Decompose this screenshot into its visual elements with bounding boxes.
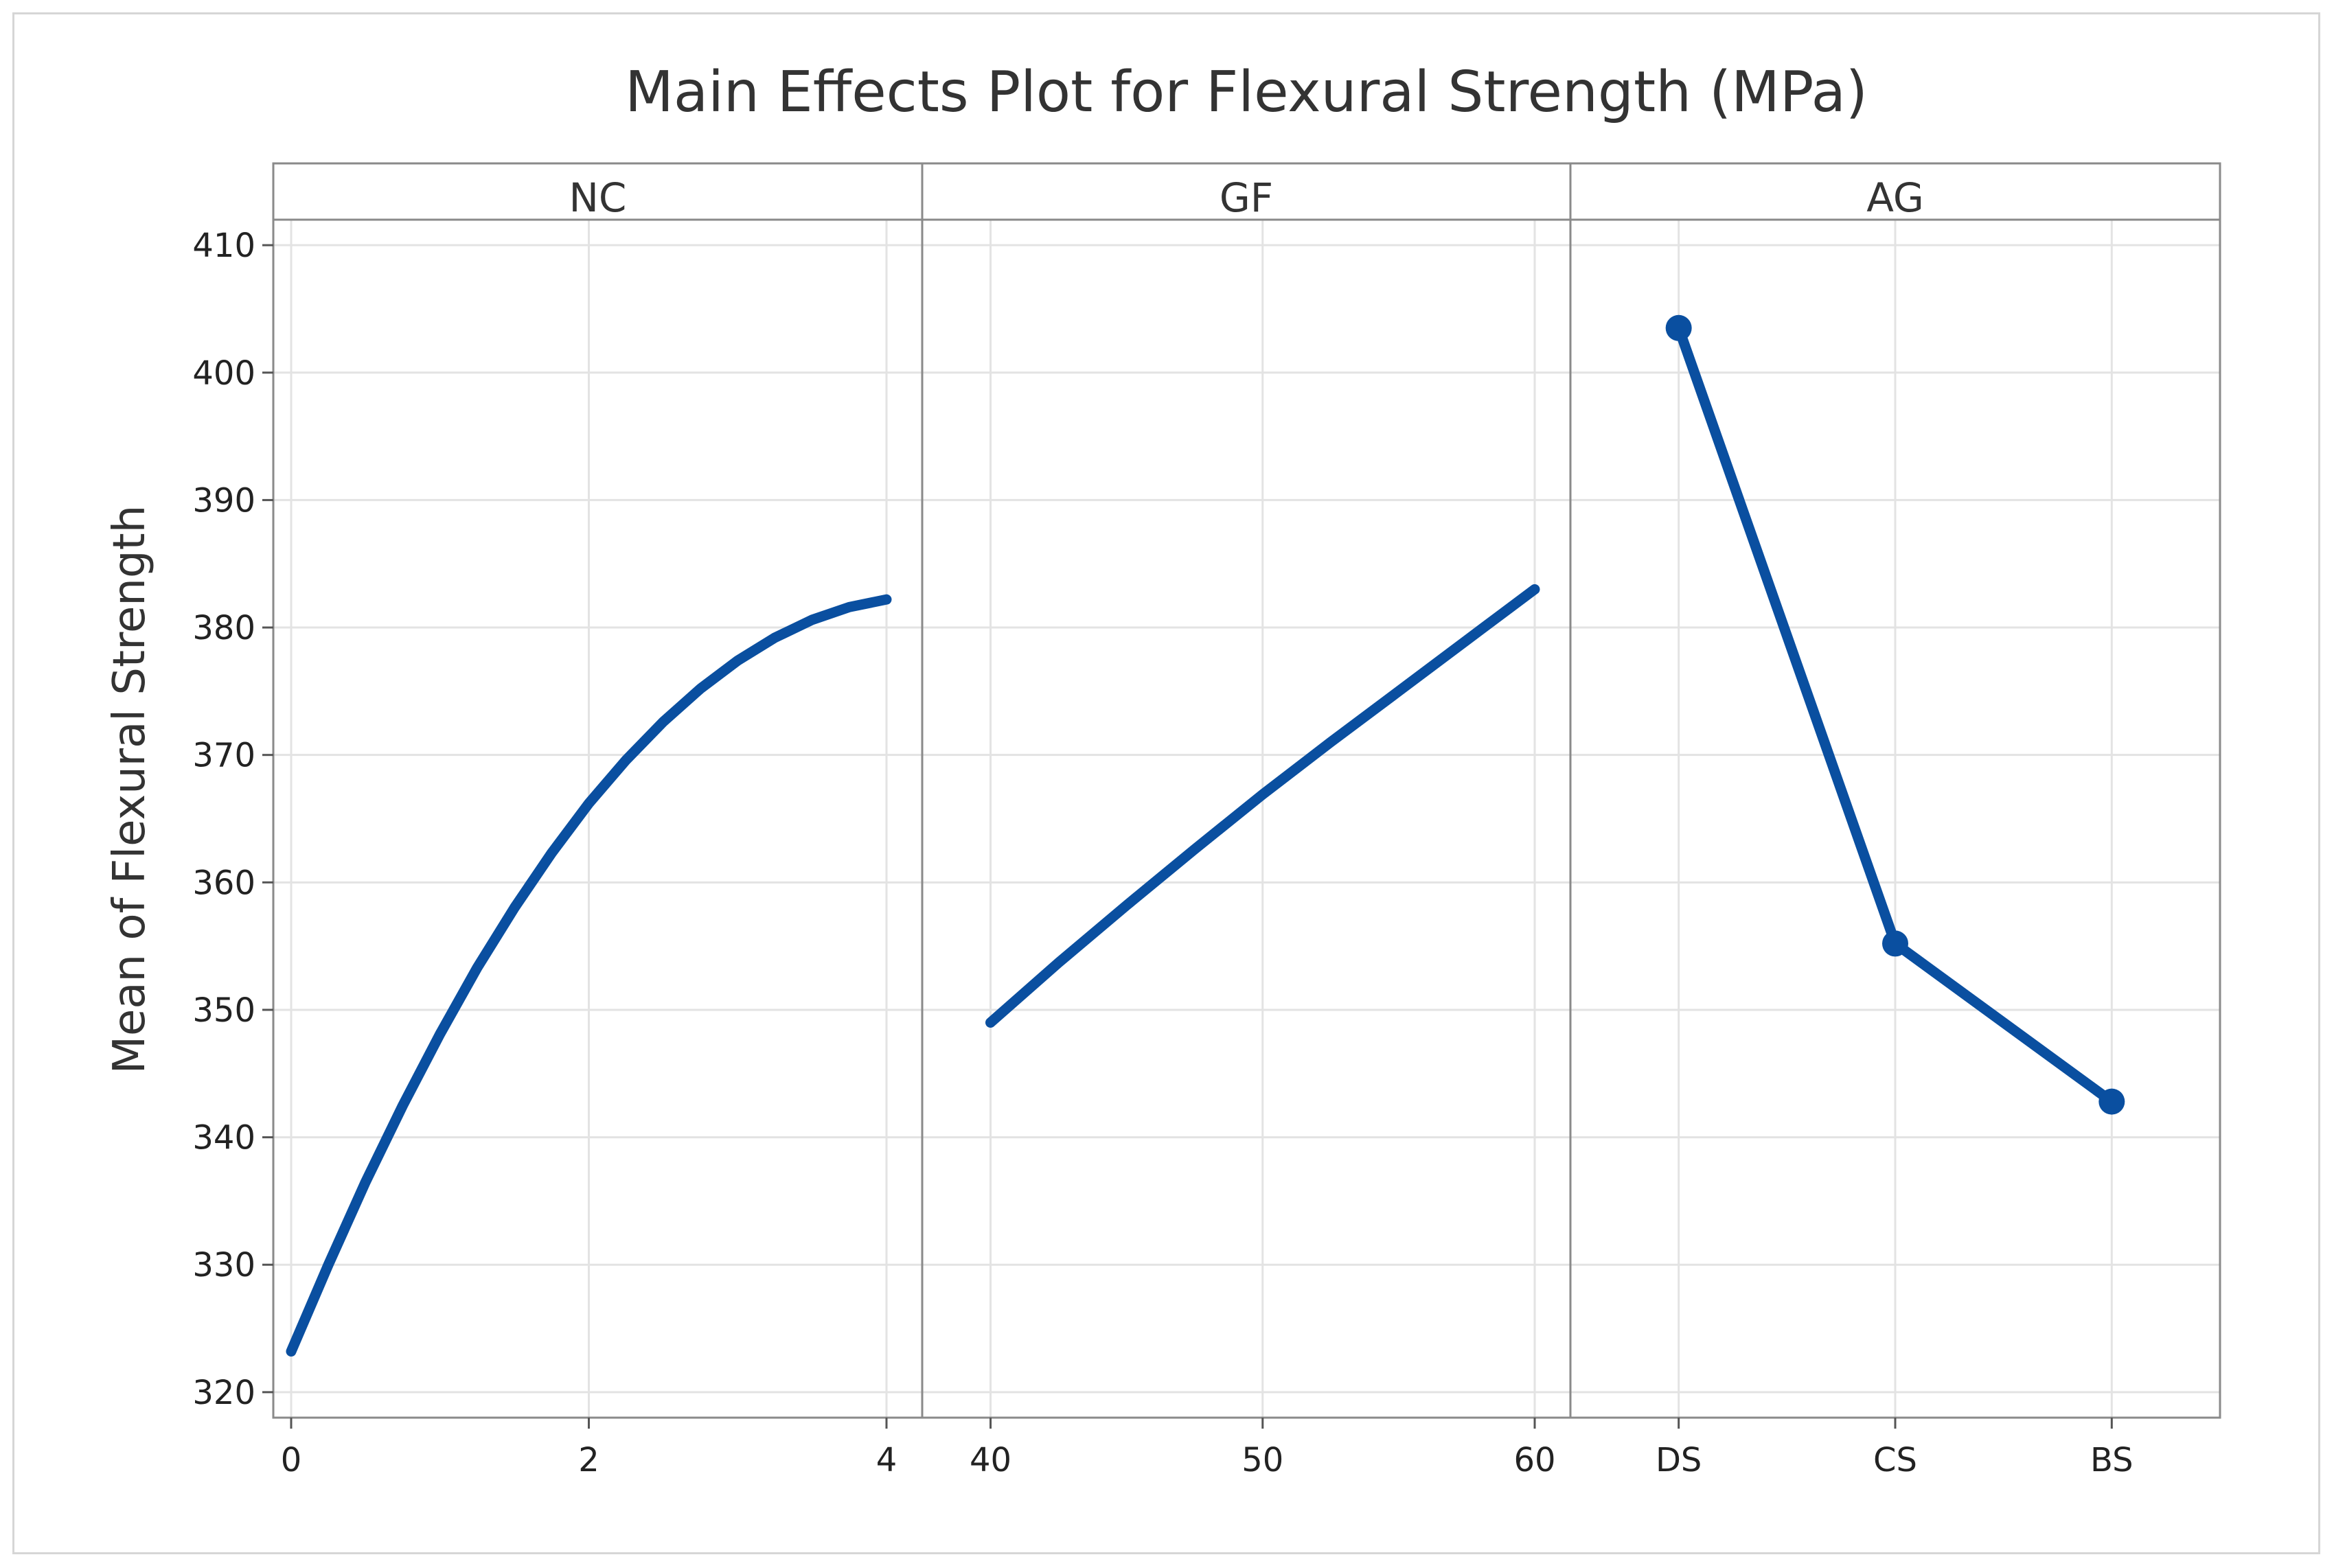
panel-strip-label: AG: [1866, 174, 1924, 221]
panel-strip: [272, 162, 924, 221]
series-line-nc: [286, 594, 892, 1357]
x-tick-label: 4: [876, 1441, 897, 1479]
panel-nc: NC 0 2 4: [272, 162, 924, 1479]
panel-strip: [921, 162, 1572, 221]
y-tick-label: 370: [192, 737, 255, 775]
panel-strip: [1569, 162, 2221, 221]
panel-gf: GF 40 50 60: [921, 162, 1572, 1479]
x-tick-label: 2: [578, 1441, 599, 1479]
x-tick-label: 40: [970, 1441, 1011, 1479]
y-tick-label: 380: [192, 609, 255, 647]
y-tick-label: 320: [192, 1374, 255, 1412]
panel-border: [921, 218, 1572, 1419]
panel-strip-label: NC: [569, 174, 627, 221]
x-tick-label: 0: [281, 1441, 302, 1479]
chart-frame: [12, 12, 2320, 1554]
y-tick-label: 410: [192, 227, 255, 265]
x-tick-label: 50: [1242, 1441, 1283, 1479]
y-tick-label: 350: [192, 991, 255, 1030]
y-tick-label: 340: [192, 1119, 255, 1157]
x-tick-label: 60: [1513, 1441, 1555, 1479]
data-point: [2098, 1088, 2125, 1115]
data-point: [1665, 314, 1692, 341]
y-tick-label: 400: [192, 354, 255, 393]
x-tick-label: DS: [1656, 1441, 1702, 1479]
y-tick-label: 360: [192, 864, 255, 902]
chart-title: Main Effects Plot for Flexural Strength …: [625, 60, 1868, 125]
panel-strip-label: GF: [1220, 174, 1273, 221]
y-ticks-layer: 320 330 340 350 360 370 380 390 400 410: [192, 227, 273, 1412]
panel-ag: AG DS CS BS: [1569, 162, 2221, 1479]
data-point: [1882, 930, 1908, 957]
panel-border: [272, 218, 924, 1419]
series-line-gf: [985, 584, 1540, 1028]
y-tick-label: 390: [192, 481, 255, 520]
x-tick-label: CS: [1873, 1441, 1917, 1479]
panels-layer: NC 0 2 4 GF 40 50 60 AG DS CS BS: [272, 162, 2221, 1479]
y-axis-label: Mean of Flexural Strength: [104, 505, 155, 1074]
x-tick-label: BS: [2090, 1441, 2133, 1479]
y-tick-label: 330: [192, 1246, 255, 1284]
